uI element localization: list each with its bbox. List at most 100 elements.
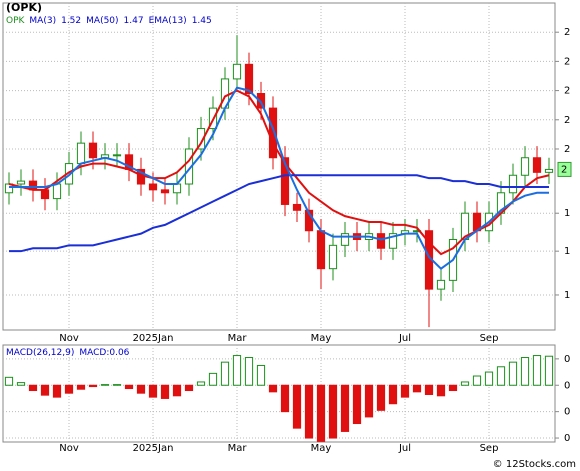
macd-bar xyxy=(244,357,254,386)
macd-bar xyxy=(160,384,170,399)
y-tick-label: 0 xyxy=(564,433,570,444)
macd-bar xyxy=(436,384,446,397)
candle-body xyxy=(388,233,398,249)
macd-bar xyxy=(508,361,518,386)
macd-bar xyxy=(484,371,494,386)
ma-line xyxy=(9,174,549,253)
macd-bar xyxy=(316,384,326,442)
macd-bar xyxy=(148,384,158,398)
y-tick-label: 2 xyxy=(564,56,570,67)
candle-body xyxy=(520,157,530,176)
macd-bar xyxy=(328,384,338,439)
macd-bar xyxy=(544,355,554,386)
candle-body xyxy=(232,63,242,80)
x-tick-label: Sep xyxy=(480,333,499,344)
y-tick-label: 2 xyxy=(564,144,570,155)
candle-body xyxy=(340,233,350,246)
candle-body xyxy=(52,183,62,200)
x-tick-label: Jul xyxy=(398,333,411,344)
macd-bar xyxy=(52,384,62,398)
y-tick-label: 1 xyxy=(564,208,570,219)
y-tick-label: 0 xyxy=(564,380,570,391)
candle-body xyxy=(328,244,338,270)
macd-frame xyxy=(2,344,556,443)
macd-title: MACD(26,12,9) xyxy=(6,348,75,358)
candle-body xyxy=(16,180,26,185)
macd-bar xyxy=(292,384,302,429)
candle-body xyxy=(196,128,206,150)
macd-bar xyxy=(28,384,38,392)
candle-body xyxy=(88,142,98,159)
macd-bar xyxy=(172,384,182,397)
candle-body xyxy=(292,203,302,211)
macd-bar xyxy=(40,384,50,396)
candle-body xyxy=(172,183,182,194)
chart-title: (OPK) xyxy=(6,1,42,14)
macd-bar xyxy=(268,384,278,393)
legend-name: MA(3) xyxy=(29,16,57,26)
x-tick-label: 2025Jan xyxy=(133,443,174,454)
last-price-label: 2 xyxy=(561,164,567,175)
legend-value: 1.47 xyxy=(123,16,144,26)
candle-body xyxy=(508,174,518,194)
candle-body xyxy=(280,157,290,205)
macd-bar xyxy=(412,384,422,393)
macd-bar xyxy=(220,361,230,386)
candle-body xyxy=(244,63,254,95)
macd-bar xyxy=(88,384,98,388)
y-tick-label: 1 xyxy=(564,290,570,301)
legend-name: OPK xyxy=(6,16,25,26)
macd-bar xyxy=(208,372,218,386)
candle-body xyxy=(160,189,170,194)
candle-body xyxy=(40,189,50,200)
x-tick-label: Nov xyxy=(59,333,79,344)
macd-bar xyxy=(460,381,470,386)
macd-bar xyxy=(340,384,350,432)
macd-bar xyxy=(400,384,410,398)
candle-body xyxy=(532,157,542,173)
y-tick-label: 0 xyxy=(564,407,570,418)
macd-bar xyxy=(4,376,14,386)
x-tick-label: Mar xyxy=(228,443,248,454)
macd-bar xyxy=(532,355,542,386)
y-tick-label: 2 xyxy=(564,86,570,97)
candle-body xyxy=(148,183,158,191)
macd-bar xyxy=(376,384,386,411)
macd-value: MACD:0.06 xyxy=(79,348,130,358)
x-tick-label: Mar xyxy=(228,333,248,344)
macd-bar xyxy=(448,384,458,392)
macd-bar xyxy=(388,384,398,405)
price-frame xyxy=(2,2,556,331)
x-tick-label: May xyxy=(311,333,332,344)
macd-bar xyxy=(136,384,146,394)
legend-value: 1.52 xyxy=(61,16,82,26)
y-tick-label: 2 xyxy=(564,115,570,126)
y-tick-label: 0 xyxy=(564,354,570,365)
macd-legend: MACD(26,12,9) MACD:0.06 xyxy=(6,348,129,358)
macd-bar xyxy=(184,384,194,392)
macd-bar xyxy=(112,384,122,386)
macd-bar xyxy=(364,384,374,418)
macd-bar xyxy=(76,384,86,390)
x-tick-label: Sep xyxy=(480,443,499,454)
macd-bar xyxy=(64,384,74,394)
macd-bar xyxy=(100,384,110,386)
candle-body xyxy=(436,279,446,290)
x-tick-label: Jul xyxy=(398,443,411,454)
ma-line xyxy=(9,86,549,270)
candle-body xyxy=(376,233,386,249)
macd-bar xyxy=(256,364,266,386)
last-price-box xyxy=(557,161,572,177)
ma-line xyxy=(8,89,550,256)
macd-bar xyxy=(304,384,314,439)
y-tick-label: 1 xyxy=(564,246,570,257)
macd-bar xyxy=(424,384,434,395)
candle-body xyxy=(316,230,326,270)
y-tick-label: 2 xyxy=(564,27,570,38)
macd-bar xyxy=(196,381,206,386)
macd-bar xyxy=(520,357,530,386)
macd-bar xyxy=(232,355,242,386)
footer: © 12Stocks.com xyxy=(493,459,576,470)
macd-bar xyxy=(496,366,506,386)
